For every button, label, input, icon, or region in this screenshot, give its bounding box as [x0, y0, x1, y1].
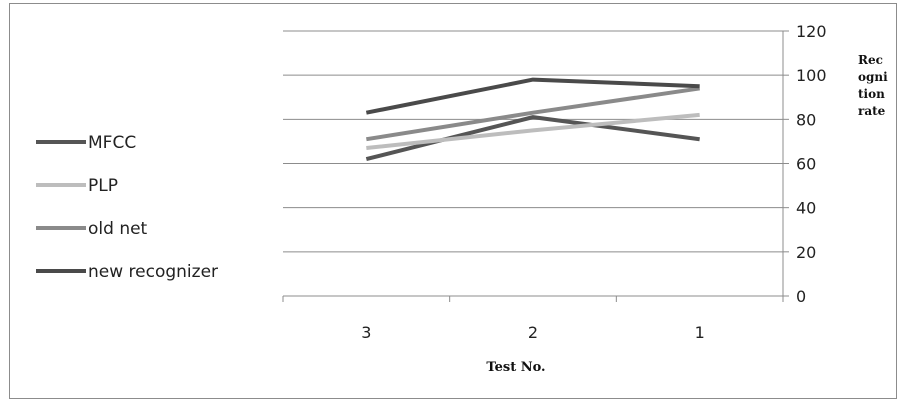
series-line-mfcc [366, 117, 699, 159]
y-tick-label-80: 80 [796, 110, 816, 129]
x-tick-label-3: 3 [361, 323, 371, 342]
legend: MFCC PLP old net new recognizer [36, 133, 218, 282]
y-axis-label-line: Rec [858, 53, 883, 67]
y-axis-label-line: tion [858, 87, 885, 101]
legend-label-plp: PLP [88, 176, 118, 196]
x-tick-labels: 3 2 1 [361, 323, 705, 342]
x-tick-label-1: 1 [695, 323, 705, 342]
y-tick-label-60: 60 [796, 155, 816, 174]
y-tick-label-120: 120 [796, 22, 827, 41]
y-tick-label-0: 0 [796, 287, 806, 306]
gridlines [283, 31, 783, 252]
legend-label-old-net: old net [88, 219, 148, 239]
y-tick-labels: 0 20 40 60 80 100 120 [796, 22, 827, 306]
y-axis-label: Rec ogni tion rate [858, 53, 888, 118]
legend-label-mfcc: MFCC [88, 133, 136, 153]
axes [283, 31, 789, 302]
y-axis-label-line: ogni [858, 70, 888, 84]
y-tick-label-40: 40 [796, 199, 816, 218]
x-tick-label-2: 2 [528, 323, 538, 342]
x-axis-label: Test No. [486, 360, 545, 375]
y-tick-label-20: 20 [796, 243, 816, 262]
y-axis-label-line: rate [858, 104, 886, 118]
y-tick-label-100: 100 [796, 66, 827, 85]
legend-label-new-recognizer: new recognizer [88, 262, 218, 282]
